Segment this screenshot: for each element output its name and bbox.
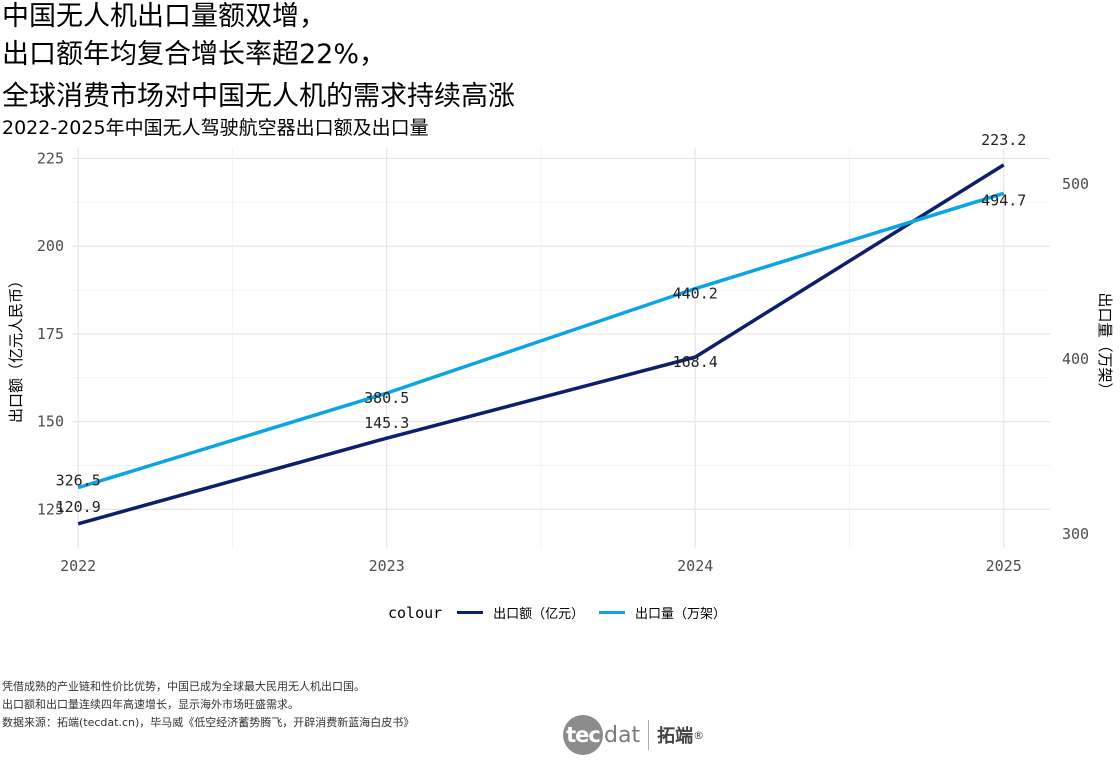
x-tick-label: 2024 xyxy=(677,557,713,575)
chart-title-line-2: 出口额年均复合增长率超22%， xyxy=(2,39,387,70)
data-label: 120.9 xyxy=(56,498,101,516)
y-left-tick-label: 225 xyxy=(37,150,64,168)
logo-cn-text: 拓端 xyxy=(657,726,694,747)
legend-label-export-volume: 出口量（万架） xyxy=(635,607,727,622)
chart-subtitle: 2022-2025年中国无人驾驶航空器出口额及出口量 xyxy=(2,117,429,139)
x-tick-label: 2023 xyxy=(369,557,405,575)
data-label: 380.5 xyxy=(364,389,409,407)
footnote-1: 凭借成熟的产业链和性价比优势，中国已成为全球最大民用无人机出口国。 xyxy=(2,680,365,693)
logo-registered-mark: ® xyxy=(693,728,705,742)
x-tick-label: 2025 xyxy=(986,557,1022,575)
legend-title: colour xyxy=(387,603,443,622)
series-line-export-volume xyxy=(77,191,1005,490)
y-right-tick-label: 500 xyxy=(1062,175,1089,193)
footnote-2: 出口额和出口量连续四年高速增长，显示海外市场旺盛需求。 xyxy=(2,698,299,711)
y-left-tick-label: 175 xyxy=(37,325,64,343)
y-left-axis-label: 出口额（亿元人民币） xyxy=(7,273,25,423)
data-label: 326.5 xyxy=(56,472,101,490)
y-right-tick-label: 300 xyxy=(1062,525,1089,543)
data-label: 223.2 xyxy=(981,131,1026,149)
chart-title-line-3: 全球消费市场对中国无人机的需求持续高涨 xyxy=(2,81,515,112)
logo-text: dat xyxy=(604,722,641,748)
y-left-tick-label: 125 xyxy=(37,500,64,518)
legend-label-export-value: 出口额（亿元） xyxy=(493,607,585,622)
data-label: 494.7 xyxy=(981,191,1026,209)
y-right-tick-label: 400 xyxy=(1062,350,1089,368)
y-right-axis-label: 出口量（万架） xyxy=(1096,292,1114,397)
data-label: 440.2 xyxy=(673,285,718,303)
chart-title-line-1: 中国无人机出口量额双增， xyxy=(2,1,326,32)
legend: colour 出口额（亿元） 出口量（万架） xyxy=(0,603,1120,623)
source-note: 数据来源：拓端(tecdat.cn)，毕马威《低空经济蓄势腾飞，开辟消费新蓝海白… xyxy=(2,716,415,729)
tecdat-logo: tec dat 拓端 ® xyxy=(563,713,704,757)
legend-swatch-export-volume xyxy=(598,611,625,614)
legend-swatch-export-value xyxy=(456,611,483,614)
y-left-tick-label: 200 xyxy=(37,237,64,255)
line-chart: 125 150 175 200 225 300 400 500 2022 2023 2024 2025… xyxy=(7,131,1114,575)
x-tick-label: 2022 xyxy=(60,557,96,575)
logo-mark: tec xyxy=(563,715,603,755)
logo-divider xyxy=(648,720,650,750)
y-left-tick-label: 150 xyxy=(37,413,64,431)
series-line-export-value xyxy=(77,163,1005,526)
data-label: 145.3 xyxy=(364,414,409,432)
data-label: 168.4 xyxy=(673,353,718,371)
